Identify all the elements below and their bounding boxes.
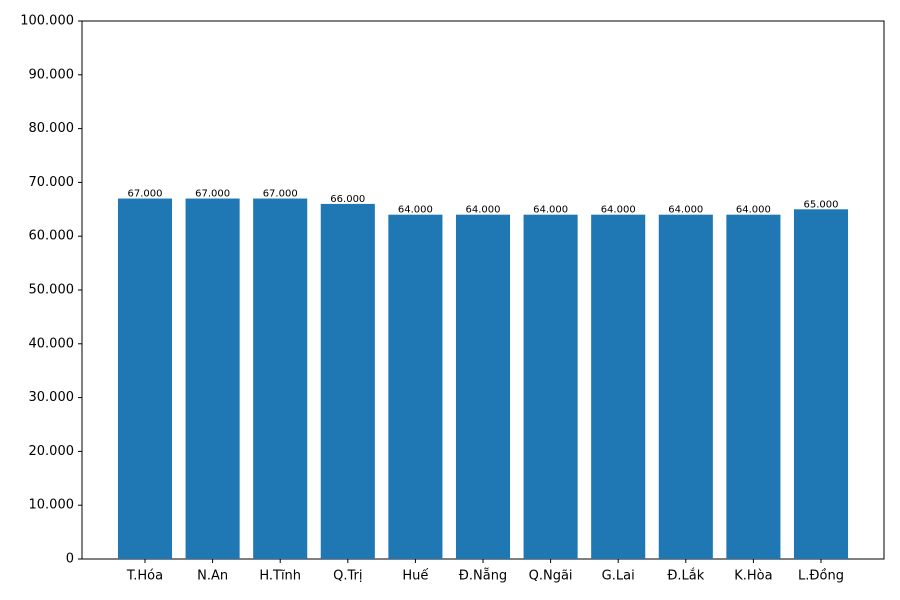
- value-label: 67.000: [263, 189, 298, 200]
- bar: [185, 198, 240, 560]
- y-tick-label: 30.000: [29, 390, 75, 405]
- x-tick-label: Đ.Lắk: [667, 569, 704, 584]
- bar: [726, 214, 781, 559]
- x-tick-label: Q.Ngãi: [529, 569, 573, 584]
- x-tick-label: H.Tĩnh: [259, 569, 301, 584]
- y-tick-label: 70.000: [29, 175, 75, 190]
- value-label: 67.000: [128, 189, 163, 200]
- y-tick-label: 0: [66, 552, 74, 567]
- value-label: 66.000: [330, 194, 365, 205]
- x-tick-label: K.Hòa: [734, 569, 772, 584]
- value-label: 64.000: [466, 205, 501, 216]
- value-label: 64.000: [601, 205, 636, 216]
- x-tick-label: L.Đồng: [798, 569, 844, 584]
- y-tick-label: 90.000: [29, 67, 75, 82]
- bar: [591, 214, 646, 559]
- y-tick-label: 60.000: [29, 229, 75, 244]
- value-label: 65.000: [804, 199, 839, 210]
- y-tick-label: 20.000: [29, 444, 75, 459]
- bar: [523, 214, 578, 559]
- y-tick-label: 50.000: [29, 283, 75, 298]
- y-tick-label: 100.000: [20, 14, 74, 29]
- bar: [388, 214, 443, 559]
- bar: [455, 214, 511, 559]
- bar: [320, 203, 375, 560]
- bar: [253, 198, 308, 560]
- x-tick-label: T.Hóa: [126, 569, 163, 584]
- bar: [117, 198, 173, 560]
- bar: [658, 214, 713, 559]
- bar: [793, 209, 849, 560]
- x-tick-label: Huế: [402, 569, 428, 584]
- value-label: 64.000: [398, 205, 433, 216]
- value-label: 67.000: [195, 189, 230, 200]
- x-tick-label: N.An: [197, 569, 228, 584]
- value-label: 64.000: [736, 205, 771, 216]
- x-tick-label: Q.Trị: [333, 569, 362, 584]
- value-label: 64.000: [668, 205, 703, 216]
- value-label: 64.000: [533, 205, 568, 216]
- x-tick-label: Đ.Nẵng: [459, 569, 507, 584]
- y-tick-label: 40.000: [29, 336, 75, 351]
- x-tick-label: G.Lai: [602, 569, 635, 584]
- y-tick-label: 80.000: [29, 121, 75, 136]
- y-tick-label: 10.000: [29, 498, 75, 513]
